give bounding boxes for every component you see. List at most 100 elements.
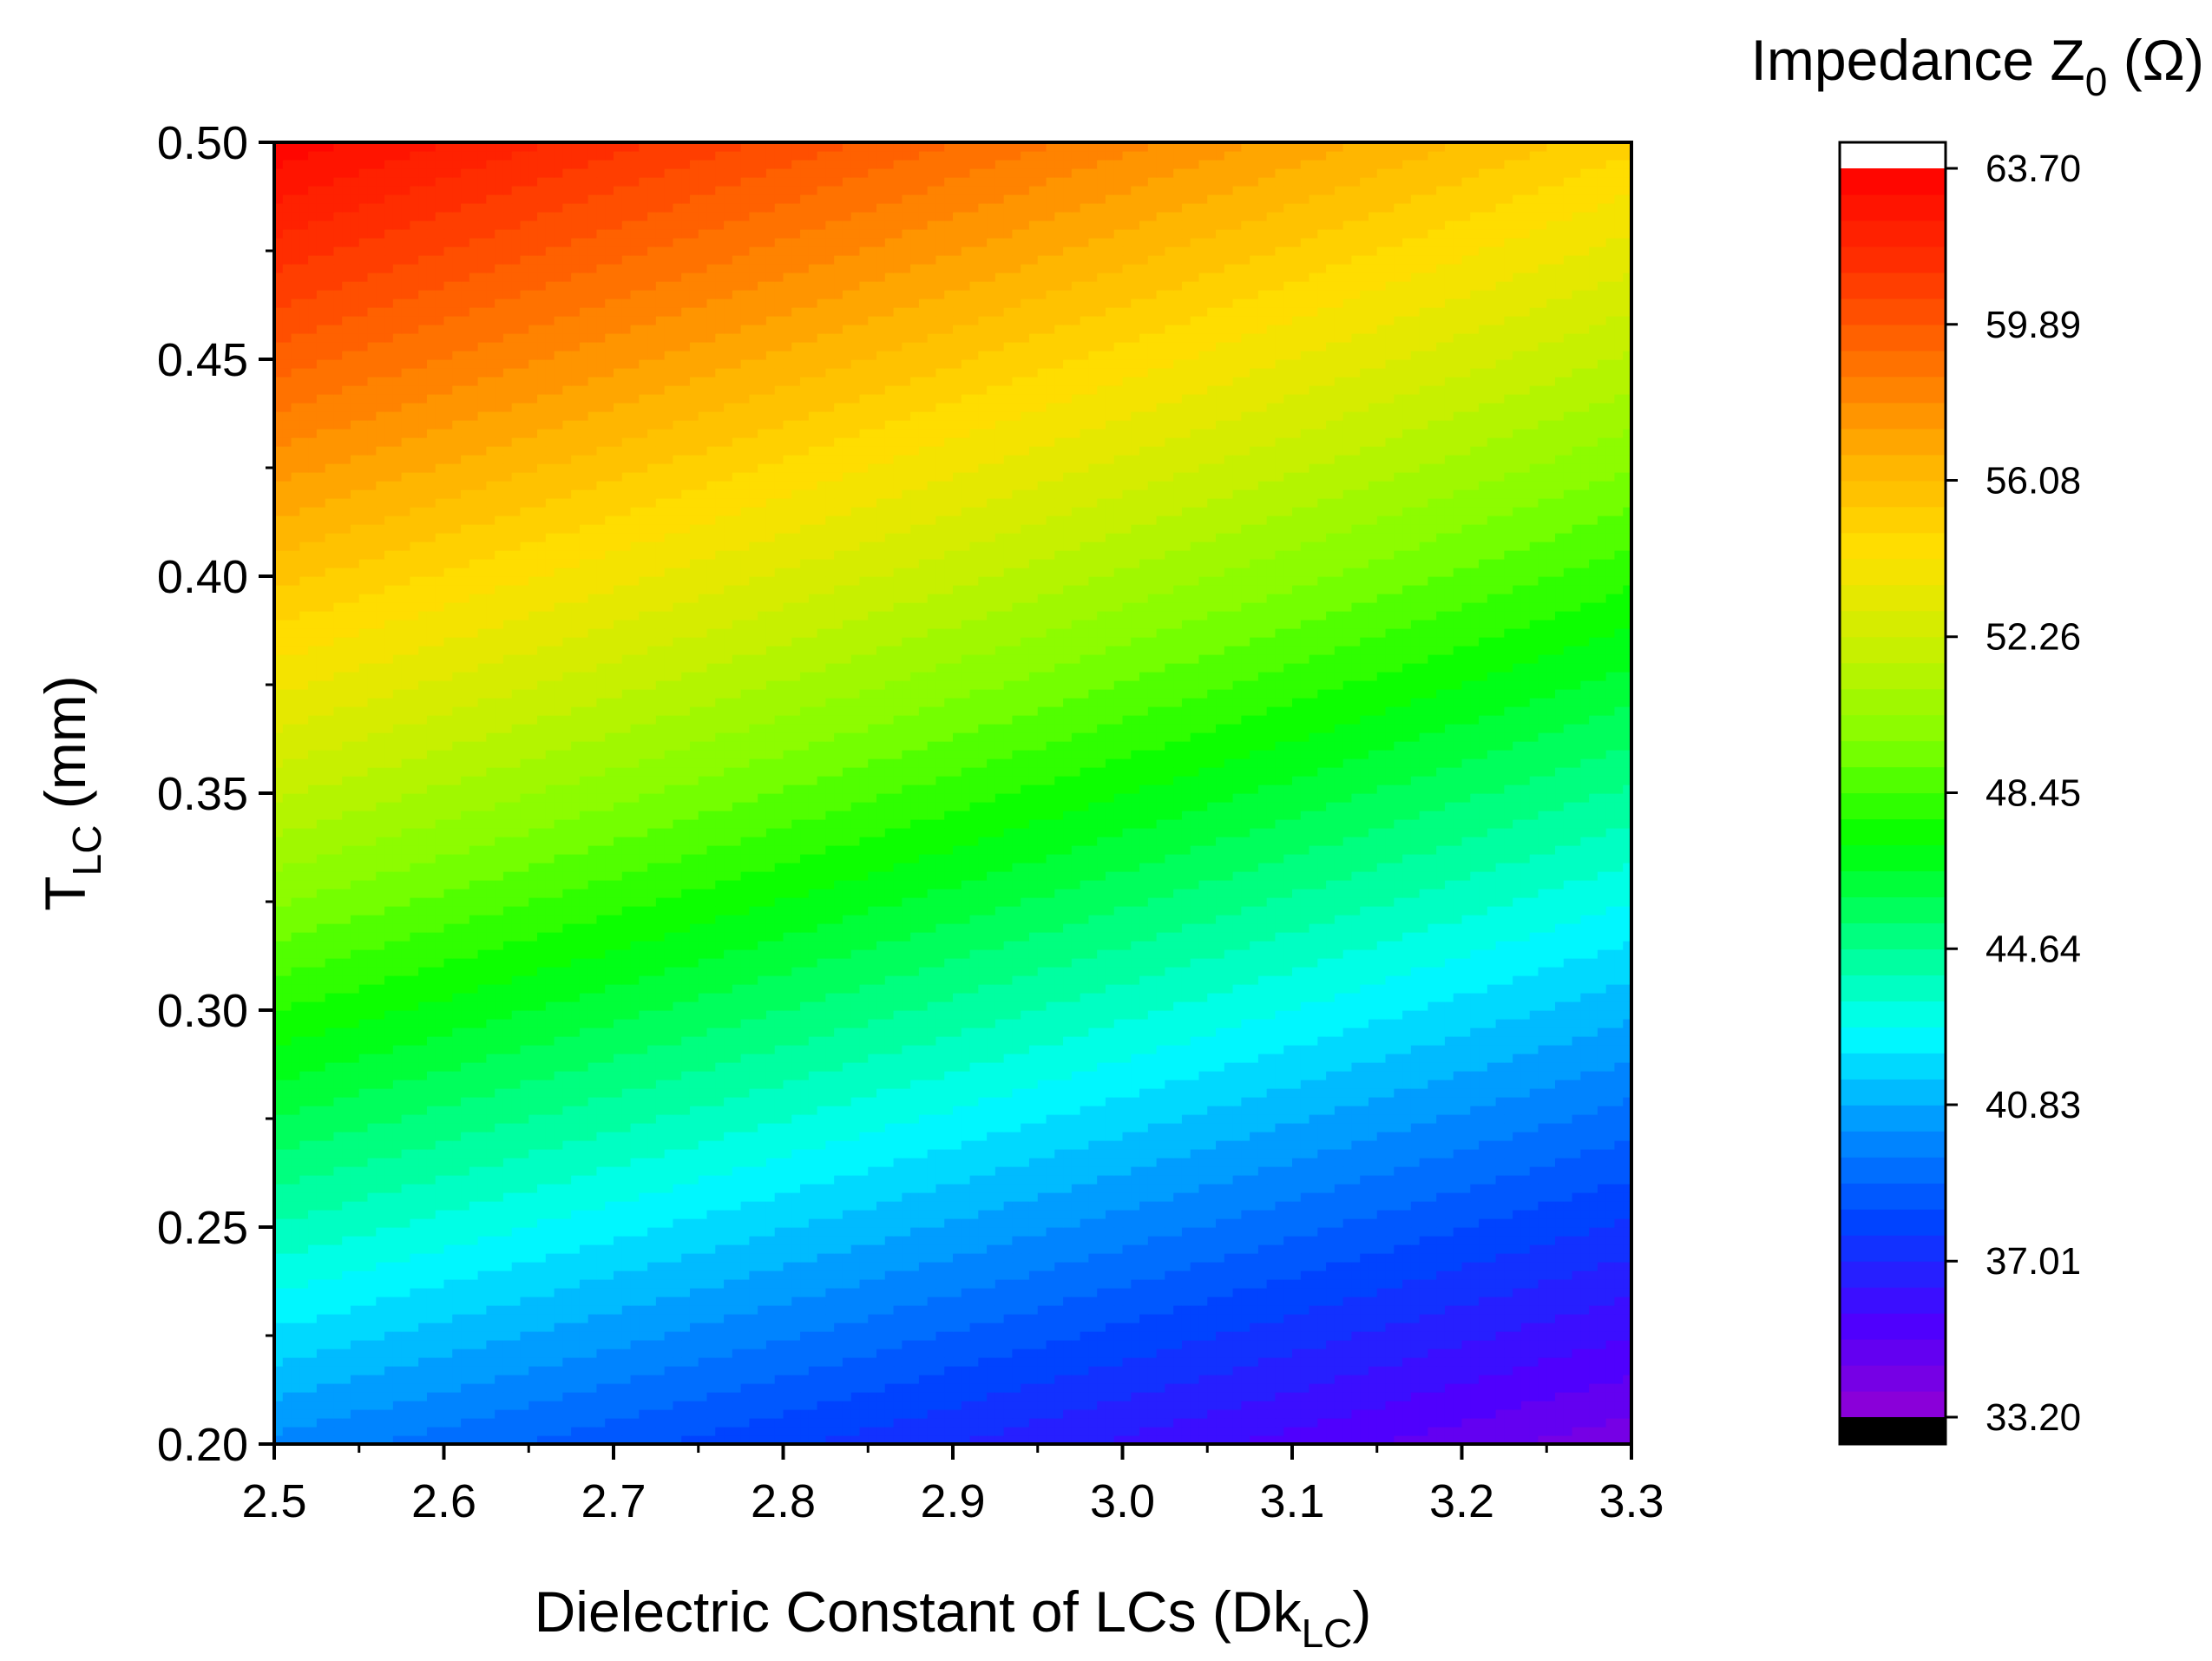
contour-cell xyxy=(791,1270,800,1280)
contour-cell xyxy=(715,1227,724,1237)
contour-cell xyxy=(1360,1192,1369,1202)
contour-cell xyxy=(1487,1253,1496,1263)
contour-cell xyxy=(1114,1349,1123,1358)
contour-cell xyxy=(885,1409,894,1419)
contour-cell xyxy=(368,1236,377,1245)
contour-cell xyxy=(902,1279,910,1289)
contour-cell xyxy=(1182,1418,1191,1428)
contour-cell xyxy=(1131,1331,1139,1341)
contour-cell xyxy=(995,1409,1004,1419)
contour-cell xyxy=(1233,1184,1242,1193)
contour-cell xyxy=(562,1357,571,1367)
contour-cell xyxy=(359,1210,368,1219)
contour-cell xyxy=(588,1192,597,1202)
contour-cell xyxy=(741,1279,750,1289)
contour-cell xyxy=(859,1210,868,1219)
contour-cell xyxy=(520,1253,528,1263)
contour-cell xyxy=(715,1349,724,1358)
contour-cell xyxy=(1012,1349,1021,1358)
contour-cell xyxy=(580,1401,588,1410)
contour-cell xyxy=(825,1192,834,1202)
contour-cell xyxy=(1572,1184,1581,1193)
contour-cell xyxy=(342,1427,351,1436)
contour-cell xyxy=(283,1401,292,1410)
contour-cell xyxy=(690,1427,699,1436)
contour-cell xyxy=(1165,1366,1173,1375)
contour-cell xyxy=(791,1218,800,1228)
contour-cell xyxy=(596,1409,605,1419)
contour-cell xyxy=(784,1244,792,1254)
contour-cell xyxy=(800,1262,809,1271)
contour-cell xyxy=(452,1340,461,1349)
contour-cell xyxy=(1530,1218,1539,1228)
contour-cell xyxy=(1369,1331,1377,1341)
contour-cell xyxy=(1224,1279,1233,1289)
contour-cell xyxy=(478,1297,487,1306)
contour-cell xyxy=(749,1288,758,1297)
contour-cell xyxy=(851,1192,860,1202)
contour-cell xyxy=(1097,1288,1106,1297)
contour-cell xyxy=(749,1418,758,1428)
contour-cell xyxy=(1504,1270,1513,1280)
contour-cell xyxy=(1420,1227,1428,1237)
contour-cell xyxy=(1173,1244,1182,1254)
contour-cell xyxy=(1386,1392,1395,1402)
contour-cell xyxy=(1224,1201,1233,1211)
contour-cell xyxy=(825,1305,834,1315)
contour-cell xyxy=(333,1166,342,1176)
contour-cell xyxy=(953,1357,962,1367)
contour-cell xyxy=(1198,1270,1207,1280)
contour-cell xyxy=(614,1392,622,1402)
contour-cell xyxy=(1589,1375,1598,1384)
contour-cell xyxy=(995,1305,1004,1315)
contour-cell xyxy=(1097,1253,1106,1263)
contour-cell xyxy=(1598,1279,1606,1289)
contour-cell xyxy=(1479,1244,1487,1254)
contour-cell xyxy=(970,1340,979,1349)
contour-cell xyxy=(1097,1279,1106,1289)
contour-cell xyxy=(1462,1210,1471,1219)
contour-cell xyxy=(784,1331,792,1341)
contour-cell xyxy=(1021,1218,1029,1228)
contour-cell xyxy=(299,1192,308,1202)
contour-cell xyxy=(537,1409,546,1419)
contour-cell xyxy=(631,1392,640,1402)
contour-cell xyxy=(859,1201,868,1211)
contour-cell xyxy=(1191,1392,1199,1402)
contour-cell xyxy=(1377,1279,1386,1289)
contour-cell xyxy=(1351,1305,1360,1315)
contour-cell xyxy=(885,1244,894,1254)
contour-cell xyxy=(876,1175,885,1185)
contour-cell xyxy=(851,1270,860,1280)
contour-cell xyxy=(1157,1392,1165,1402)
contour-cell xyxy=(622,1270,631,1280)
contour-cell xyxy=(486,1210,495,1219)
contour-cell xyxy=(699,1331,707,1341)
contour-cell xyxy=(1309,1288,1318,1297)
contour-cell xyxy=(418,1349,427,1358)
contour-cell xyxy=(749,1401,758,1410)
contour-cell xyxy=(962,1297,970,1306)
contour-cell xyxy=(402,1227,410,1237)
contour-cell xyxy=(800,1236,809,1245)
contour-cell xyxy=(528,1375,537,1384)
contour-cell xyxy=(1139,1218,1148,1228)
contour-cell xyxy=(1326,1340,1335,1349)
contour-cell xyxy=(1029,1218,1038,1228)
contour-cell xyxy=(537,1175,546,1185)
contour-cell xyxy=(596,1314,605,1323)
contour-cell xyxy=(393,1427,402,1436)
contour-cell xyxy=(1369,1340,1377,1349)
contour-cell xyxy=(970,1192,979,1202)
contour-cell xyxy=(1097,1262,1106,1271)
contour-cell xyxy=(1360,1331,1369,1341)
contour-cell xyxy=(1012,1218,1021,1228)
contour-cell xyxy=(1148,1184,1157,1193)
contour-cell xyxy=(580,1244,588,1254)
contour-cell xyxy=(1148,1323,1157,1332)
contour-cell xyxy=(1598,1323,1606,1332)
contour-cell xyxy=(622,1357,631,1367)
contour-cell xyxy=(1250,1210,1258,1219)
contour-cell xyxy=(546,1375,555,1384)
contour-cell xyxy=(1191,1201,1199,1211)
